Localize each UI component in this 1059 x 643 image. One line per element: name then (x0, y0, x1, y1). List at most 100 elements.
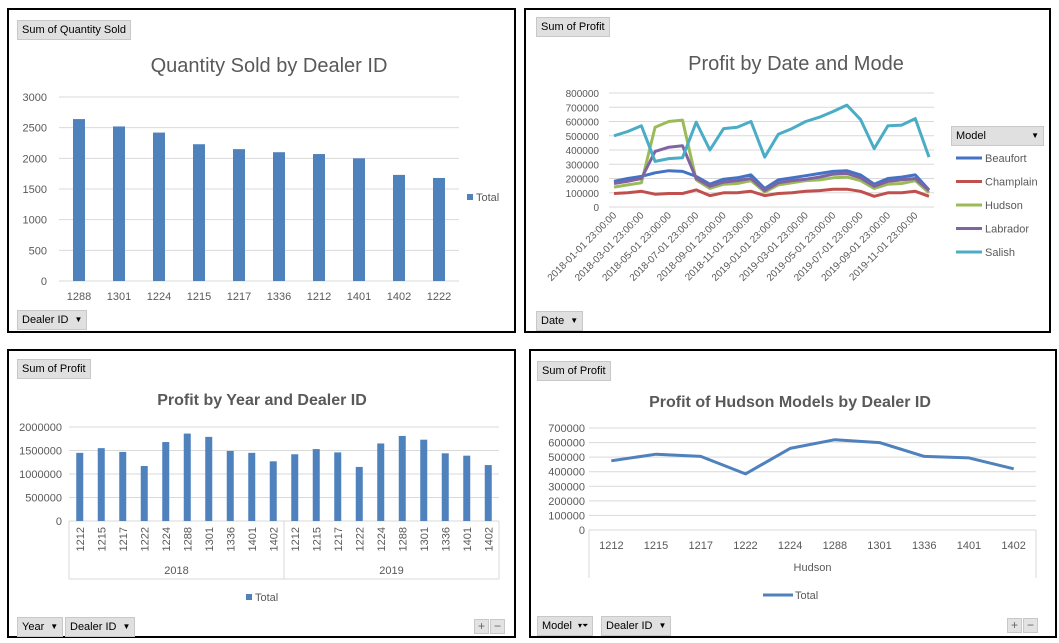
legend-model-filter-button[interactable]: Model ▼ (951, 126, 1044, 146)
filter-button-label: Date (541, 315, 565, 327)
field-label-profit[interactable]: Sum of Profit (536, 17, 610, 37)
group-label: Hudson (794, 562, 832, 574)
series-line-salish (613, 103, 931, 163)
chart-panel-profit-year[interactable]: Profit by Year and Dealer ID 0 500000 10000… (7, 349, 516, 638)
chart-title: Profit of Hudson Models by Dealer ID (649, 394, 931, 411)
y-tick-label: 200000 (548, 496, 585, 508)
zoom-out-button[interactable]: − (490, 619, 505, 634)
bar (119, 451, 127, 521)
bar (313, 154, 325, 281)
filter-button-dealer-id[interactable]: Dealer ID ▼ (601, 616, 672, 637)
chart-panel-quantity[interactable]: Quantity Sold by Dealer ID 0 500 1000 1500 20… (7, 8, 516, 333)
bar (153, 132, 165, 281)
x-tick-label: 1224 (376, 527, 388, 551)
y-tick-label: 400000 (566, 146, 600, 157)
bar (226, 450, 234, 521)
chart-hudson-profit: Profit of Hudson Models by Dealer ID 0 100… (548, 394, 1037, 602)
x-tick-label: 1224 (147, 291, 171, 303)
bar (73, 119, 85, 281)
x-tick-label: 1212 (75, 527, 87, 551)
x-tick-label: 1217 (227, 291, 251, 303)
x-tick-label: 1212 (599, 540, 623, 552)
legend-label: Labrador (985, 224, 1029, 236)
chart-panel-profit-date[interactable]: Profit by Date and Mode 0 100000 200000 3000… (524, 8, 1051, 333)
y-tick-label: 800000 (566, 89, 600, 100)
filter-button-year[interactable]: Year ▼ (17, 617, 64, 638)
x-tick-label: 1301 (419, 527, 431, 551)
zoom-out-button[interactable]: − (1023, 618, 1038, 633)
series-line-total (611, 438, 1015, 476)
field-label-text: Sum of Profit (542, 365, 606, 377)
filter-button-label: Dealer ID (606, 620, 653, 632)
bar (193, 144, 205, 281)
y-tick-label: 700000 (566, 103, 600, 114)
y-tick-label: 600000 (566, 118, 600, 129)
bar (377, 443, 385, 521)
y-tick-label: 100000 (566, 189, 600, 200)
x-tick-label: 1222 (733, 540, 757, 552)
bar (398, 435, 406, 521)
zoom-in-button[interactable]: + (1007, 618, 1022, 633)
x-tick-label: 1215 (644, 540, 668, 552)
y-tick-label: 0 (579, 525, 585, 537)
y-tick-label: 500 (29, 245, 47, 257)
chart-profit-by-date: Profit by Date and Mode 0 100000 200000 3000… (546, 53, 1038, 284)
filter-button-dealer-id[interactable]: Dealer ID ▼ (65, 617, 136, 638)
zoom-in-button[interactable]: + (474, 619, 489, 634)
bar (233, 149, 245, 281)
bar (353, 158, 365, 281)
x-tick-label: 1301 (204, 527, 216, 551)
bar (484, 465, 492, 521)
x-tick-label: 1336 (225, 527, 237, 551)
chart-title: Profit by Year and Dealer ID (157, 392, 367, 409)
filter-button-dealer-id[interactable]: Dealer ID ▼ (17, 310, 88, 331)
y-tick-label: 0 (41, 276, 47, 288)
x-tick-label: 1212 (290, 527, 302, 551)
field-label-quantity[interactable]: Sum of Quantity Sold (17, 20, 131, 40)
dropdown-arrow-icon: ▼ (50, 622, 59, 632)
y-tick-label: 500000 (25, 493, 62, 505)
dropdown-arrow-icon: ▼ (570, 316, 579, 326)
x-tick-label: 1402 (483, 527, 495, 551)
filter-button-model[interactable]: Model ▾⏷ (537, 616, 594, 637)
filter-button-label: Year (22, 621, 45, 633)
x-tick-label: 1336 (912, 540, 936, 552)
legend-label: Salish (985, 247, 1015, 259)
chart-profit-by-year: Profit by Year and Dealer ID 0 500000 10000… (19, 392, 500, 604)
bar (334, 452, 342, 521)
bar (312, 449, 320, 521)
x-tick-label: 1222 (427, 291, 451, 303)
legend-label: Champlain (985, 177, 1038, 189)
x-tick-label: 1212 (307, 291, 331, 303)
chart-title: Quantity Sold by Dealer ID (151, 55, 388, 77)
x-tick-label: 1401 (247, 527, 259, 551)
x-tick-label: 1402 (268, 527, 280, 551)
y-tick-label: 3000 (23, 92, 47, 104)
dropdown-arrow-icon: ▼ (1031, 131, 1039, 140)
x-tick-label: 1401 (462, 527, 474, 551)
legend-label: Total (795, 590, 818, 602)
bar (162, 442, 170, 521)
bar (433, 177, 445, 281)
chart-panel-hudson[interactable]: Profit of Hudson Models by Dealer ID 0 100… (529, 349, 1057, 638)
x-tick-label: 1288 (182, 527, 194, 551)
group-label: 2019 (379, 565, 403, 577)
legend-label: Beaufort (985, 153, 1027, 165)
dropdown-arrow-icon: ▼ (122, 622, 131, 632)
x-tick-label: 1222 (354, 527, 366, 551)
field-label-profit[interactable]: Sum of Profit (537, 361, 611, 381)
y-tick-label: 500000 (548, 452, 585, 464)
filter-button-date[interactable]: Date ▼ (536, 311, 584, 332)
y-tick-label: 0 (56, 516, 62, 528)
bar (248, 452, 256, 521)
y-tick-label: 2000 (23, 153, 47, 165)
bar (273, 152, 285, 281)
series-line-hudson (613, 118, 930, 194)
chart-title: Profit by Date and Mode (688, 53, 904, 75)
bar (113, 126, 125, 281)
x-tick-label: 1336 (267, 291, 291, 303)
dropdown-arrow-icon: ▼ (658, 621, 667, 631)
y-tick-label: 0 (593, 203, 599, 214)
field-label-profit[interactable]: Sum of Profit (17, 359, 91, 379)
group-label: 2018 (164, 565, 188, 577)
